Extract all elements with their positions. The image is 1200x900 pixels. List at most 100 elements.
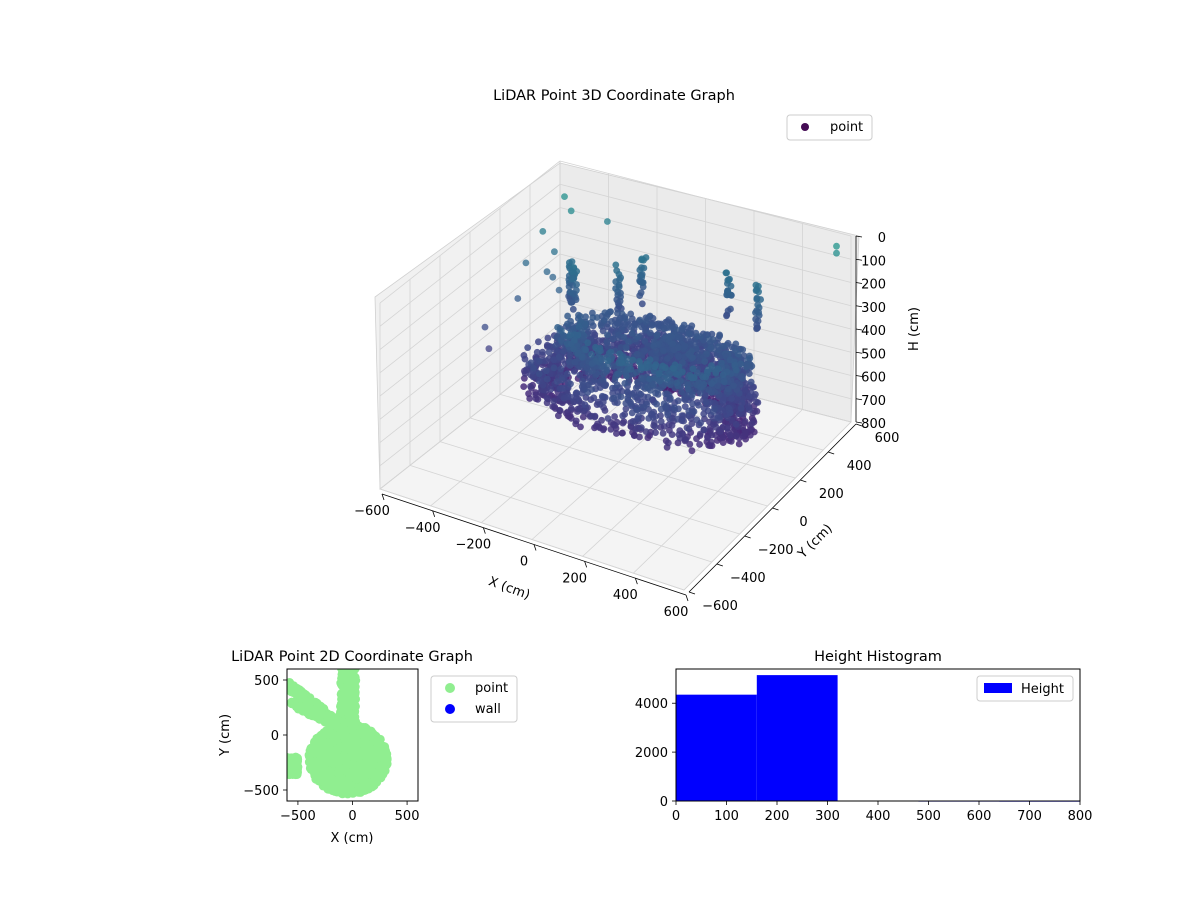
point-3d (566, 288, 574, 296)
grid-left-h (379, 160, 561, 304)
point-3d (552, 342, 560, 349)
x-tick-label-3d: 600 (664, 605, 689, 620)
point-3d (653, 332, 661, 340)
point-2d (365, 755, 374, 765)
x-tick-label-2d: 500 (395, 809, 420, 824)
grid-left-h (379, 276, 561, 420)
point-2d (313, 745, 323, 754)
x-tick-mark-3d (482, 527, 486, 534)
outlier-point-3d (555, 286, 563, 294)
point-3d (543, 375, 551, 383)
point-3d (690, 408, 698, 415)
point-3d (733, 432, 740, 440)
point-3d (557, 327, 565, 334)
point-3d (521, 355, 529, 363)
point-3d (708, 380, 715, 387)
z-tick-label-3d: 500 (861, 347, 886, 362)
legend-3d-label: point (830, 120, 863, 135)
point-3d (754, 301, 762, 309)
point-3d (712, 369, 720, 376)
point-3d (615, 331, 622, 339)
point-3d (568, 299, 576, 306)
point-3d (689, 365, 697, 373)
point-3d (712, 423, 720, 431)
x-tick-label-histogram: 500 (916, 809, 941, 824)
x-tick-label-2d: −500 (280, 809, 316, 824)
legend-histogram-box (976, 675, 1074, 702)
point-3d (572, 417, 580, 425)
grid-back-h (559, 183, 852, 260)
point-3d (705, 441, 712, 449)
point-3d (604, 331, 611, 339)
point-3d (748, 420, 756, 428)
point-3d (597, 321, 605, 328)
point-3d (646, 329, 654, 337)
point-3d (570, 368, 578, 375)
point-3d (621, 315, 629, 322)
point-3d (632, 384, 640, 392)
point-3d (599, 327, 607, 335)
point-3d (627, 365, 635, 373)
point-3d (735, 410, 743, 418)
point-3d (611, 413, 618, 420)
point-2d (316, 737, 326, 747)
outlier-point-3d (539, 228, 547, 235)
point-3d (557, 365, 565, 373)
point-2d (293, 704, 303, 714)
point-3d (645, 415, 653, 422)
grid-left-h (379, 183, 561, 327)
grid-floor-x (683, 421, 852, 591)
point-3d (591, 376, 598, 384)
point-3d (685, 330, 693, 337)
point-3d (584, 388, 592, 396)
point-3d (527, 359, 535, 367)
point-3d (688, 420, 696, 427)
point-3d (675, 353, 682, 361)
outlier-point-3d (543, 268, 551, 276)
point-3d (747, 426, 754, 433)
point-3d (545, 348, 553, 356)
point-3d (530, 364, 537, 372)
point-3d (582, 346, 590, 354)
point-3d (614, 399, 621, 407)
point-3d (686, 440, 694, 448)
point-3d (746, 354, 754, 362)
point-3d (566, 362, 574, 369)
point-3d (613, 430, 620, 437)
point-3d (722, 269, 730, 277)
point-3d (550, 364, 558, 372)
point-3d (728, 395, 736, 402)
point-3d (610, 394, 618, 402)
z-tick-label-3d: 300 (861, 301, 886, 316)
point-3d (689, 400, 696, 408)
point-3d (556, 406, 563, 414)
point-3d (565, 283, 573, 290)
point-3d (745, 370, 753, 377)
legend-histogram: Height (976, 675, 1074, 702)
grid-back-h (559, 276, 852, 353)
y-tick-mark-3d (828, 451, 835, 455)
point-3d (716, 428, 724, 435)
z-tick-mark-3d (855, 235, 863, 238)
point-3d (740, 352, 748, 360)
y-tick-label-2d: 0 (271, 729, 279, 744)
point-3d (622, 344, 630, 352)
x-tick-label-histogram: 800 (1068, 809, 1093, 824)
point-3d (753, 286, 761, 294)
point-2d (333, 768, 343, 778)
point-3d (536, 357, 543, 365)
x-tick-mark-3d (685, 594, 689, 602)
point-3d (639, 407, 647, 415)
point-3d (700, 426, 708, 434)
chart-3d-title: LiDAR Point 3D Coordinate Graph (493, 88, 735, 104)
point-3d (670, 365, 677, 372)
point-3d (696, 389, 704, 397)
point-3d (633, 350, 641, 358)
point-3d (636, 316, 644, 324)
point-3d (676, 434, 684, 442)
point-3d (750, 393, 758, 401)
point-3d (604, 415, 612, 422)
z-tick-label-3d: 200 (861, 278, 886, 293)
x-tick-label-3d: 200 (562, 571, 587, 586)
